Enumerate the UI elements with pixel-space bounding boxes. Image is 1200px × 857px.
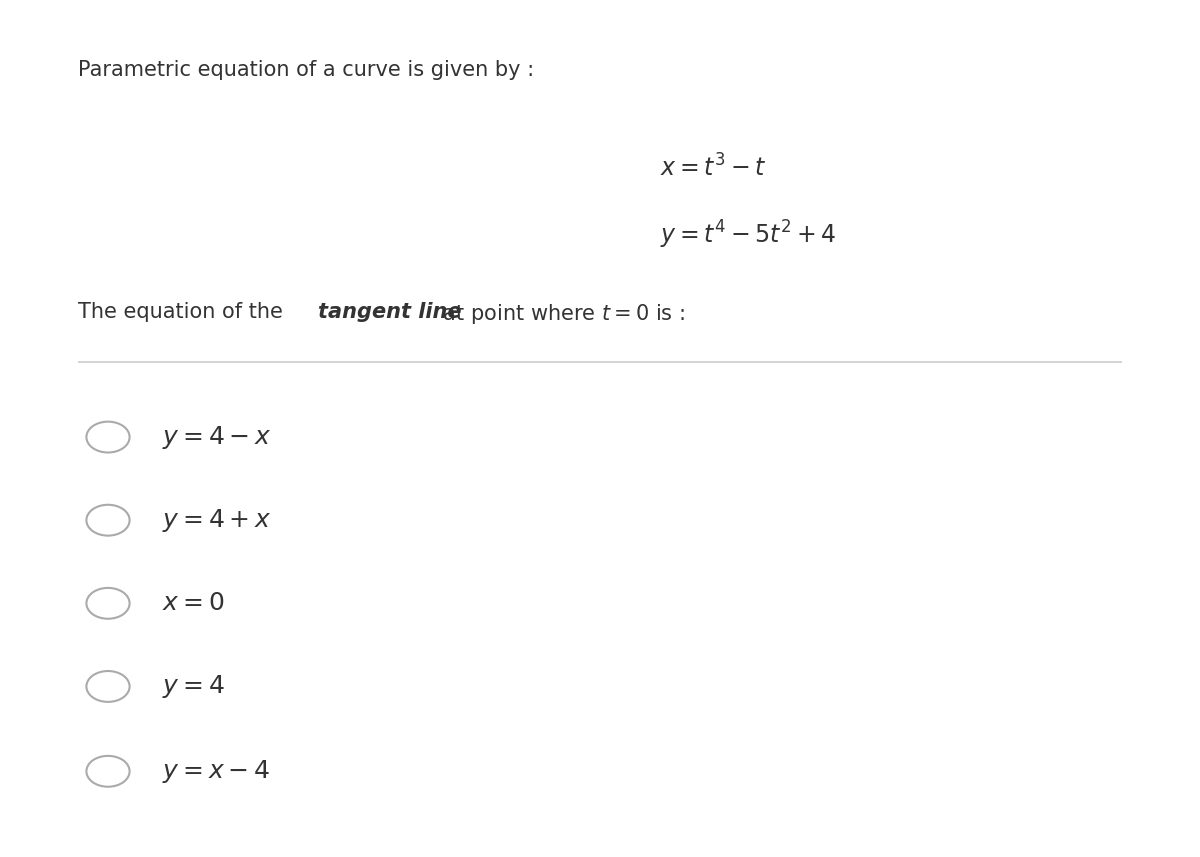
Text: $y = x - 4$: $y = x - 4$ — [162, 758, 270, 785]
Text: $x = 0$: $x = 0$ — [162, 592, 224, 614]
Text: $y = 4 + x$: $y = 4 + x$ — [162, 506, 271, 534]
Text: $y = 4 - x$: $y = 4 - x$ — [162, 423, 271, 451]
Text: $y = 4$: $y = 4$ — [162, 673, 224, 700]
Text: $x = t^3 - t$: $x = t^3 - t$ — [660, 154, 767, 182]
Text: The equation of the: The equation of the — [78, 302, 289, 321]
Text: tangent line: tangent line — [318, 302, 462, 321]
Text: Parametric equation of a curve is given by :: Parametric equation of a curve is given … — [78, 60, 534, 80]
Text: $y = t^4 - 5t^2 + 4$: $y = t^4 - 5t^2 + 4$ — [660, 219, 836, 251]
Text: at point where $t = 0$ is :: at point where $t = 0$ is : — [436, 302, 684, 326]
